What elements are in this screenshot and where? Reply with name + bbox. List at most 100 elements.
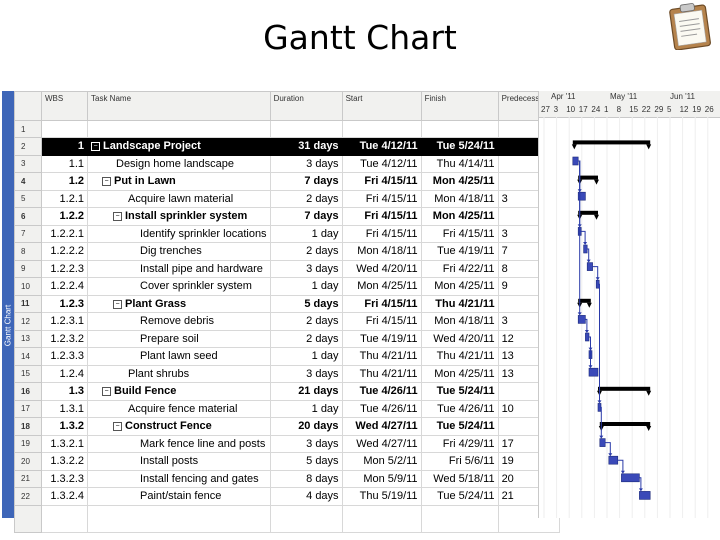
start-cell[interactable]: Fri 4/15/11 (341, 172, 422, 191)
task-name-cell[interactable]: Install pipe and hardware (87, 259, 271, 278)
table-row[interactable]: 22 1.3.2.4 Paint/stain fence 4 days Thu 5/19… (14, 487, 560, 506)
duration-cell[interactable]: 1 day (269, 224, 343, 243)
collapse-toggle-icon[interactable]: − (91, 142, 100, 152)
finish-cell[interactable]: Thu 4/21/11 (420, 347, 499, 366)
task-name-cell[interactable]: − Install sprinkler system (87, 207, 271, 226)
start-cell[interactable]: Tue 4/19/11 (341, 329, 422, 348)
wbs-cell[interactable]: 1.2.3.3 (41, 347, 88, 366)
table-row[interactable]: 2 1− Landscape Project 31 days Tue 4/12/11 Tu… (14, 137, 560, 156)
empty-cell[interactable] (341, 504, 422, 533)
finish-cell[interactable]: Mon 4/18/11 (420, 189, 499, 208)
task-name-cell[interactable]: Identify sprinkler locations (87, 224, 271, 243)
row-number-cell[interactable]: 4 (14, 172, 42, 191)
wbs-cell[interactable]: 1.3.2.2 (41, 452, 88, 471)
row-number-cell[interactable]: 16 (14, 382, 42, 401)
finish-cell[interactable]: Fri 4/22/11 (420, 259, 499, 278)
task-name-cell[interactable]: − Landscape Project (87, 137, 271, 156)
start-cell[interactable]: Mon 4/25/11 (341, 277, 422, 296)
finish-cell[interactable]: Mon 4/25/11 (420, 172, 499, 191)
start-cell[interactable]: Fri 4/15/11 (341, 207, 422, 226)
empty-cell[interactable] (269, 504, 343, 533)
task-name-cell[interactable]: Dig trenches (87, 242, 271, 261)
finish-cell[interactable]: Thu 4/14/11 (420, 154, 499, 173)
finish-cell[interactable]: Fri 4/29/11 (420, 434, 499, 453)
empty-cell[interactable] (420, 504, 499, 533)
row-number-cell[interactable]: 5 (14, 189, 42, 208)
finish-cell[interactable]: Tue 4/26/11 (420, 399, 499, 418)
task-name-cell[interactable]: Paint/stain fence (87, 487, 271, 506)
table-row[interactable]: 9 1.2.2.3 Install pipe and hardware 3 days W… (14, 259, 560, 278)
table-row[interactable]: 4 1.2− Put in Lawn 7 days Fri 4/15/11 Mon 4/2… (14, 172, 560, 191)
collapse-toggle-icon[interactable]: − (113, 299, 122, 309)
start-cell[interactable]: Mon 5/2/11 (341, 452, 422, 471)
row-number-cell[interactable]: 10 (14, 277, 42, 296)
table-row[interactable]: 13 1.2.3.2 Prepare soil 2 days Tue 4/19/11 We… (14, 329, 560, 348)
duration-cell[interactable]: 1 day (269, 399, 343, 418)
row-number-cell[interactable]: 18 (14, 417, 42, 436)
finish-cell[interactable]: Fri 5/6/11 (420, 452, 499, 471)
finish-cell[interactable]: Tue 5/24/11 (420, 417, 499, 436)
duration-cell[interactable]: 2 days (269, 242, 343, 261)
wbs-cell[interactable]: 1.3 (41, 382, 88, 401)
finish-cell[interactable]: Tue 5/24/11 (420, 137, 499, 156)
wbs-cell[interactable]: 1.2.2.2 (41, 242, 88, 261)
duration-cell[interactable]: 4 days (269, 487, 343, 506)
start-cell[interactable]: Fri 4/15/11 (341, 224, 422, 243)
table-row[interactable]: 19 1.3.2.1 Mark fence line and posts 3 days… (14, 434, 560, 453)
table-row[interactable]: 11 1.2.3− Plant Grass 5 days Fri 4/15/11 Thu … (14, 294, 560, 313)
wbs-cell[interactable]: 1.3.2.3 (41, 469, 88, 488)
table-row[interactable]: 17 1.3.1 Acquire fence material 1 day Tue 4/… (14, 399, 560, 418)
finish-cell[interactable]: Mon 4/25/11 (420, 277, 499, 296)
table-row[interactable]: 21 1.3.2.3 Install fencing and gates 8 days… (14, 469, 560, 488)
start-cell[interactable]: Mon 5/9/11 (341, 469, 422, 488)
task-name-cell[interactable]: Prepare soil (87, 329, 271, 348)
start-cell[interactable]: Wed 4/27/11 (341, 417, 422, 436)
row-number-cell[interactable]: 8 (14, 242, 42, 261)
row-number-cell[interactable]: 15 (14, 364, 42, 383)
duration-cell[interactable]: 31 days (269, 137, 343, 156)
table-row[interactable]: 20 1.3.2.2 Install posts 5 days Mon 5/2/11 Fr… (14, 452, 560, 471)
duration-cell[interactable]: 20 days (269, 417, 343, 436)
finish-cell[interactable]: Mon 4/25/11 (420, 364, 499, 383)
task-name-cell[interactable] (87, 120, 271, 138)
duration-cell[interactable] (269, 120, 343, 138)
wbs-cell[interactable]: 1.2.2.4 (41, 277, 88, 296)
table-row[interactable]: 6 1.2.2− Install sprinkler system 7 days Fri… (14, 207, 560, 226)
start-cell[interactable]: Tue 4/26/11 (341, 399, 422, 418)
row-number-cell[interactable]: 9 (14, 259, 42, 278)
row-number-cell[interactable]: 19 (14, 434, 42, 453)
wbs-cell[interactable]: 1.3.2 (41, 417, 88, 436)
finish-cell[interactable]: Mon 4/18/11 (420, 312, 499, 331)
wbs-cell[interactable]: 1.3.2.1 (41, 434, 88, 453)
finish-cell[interactable]: Fri 4/15/11 (420, 224, 499, 243)
collapse-toggle-icon[interactable]: − (102, 387, 111, 397)
duration-cell[interactable]: 5 days (269, 452, 343, 471)
row-number-cell[interactable]: 6 (14, 207, 42, 226)
table-row[interactable]: 15 1.2.4 Plant shrubs 3 days Thu 4/21/11 Mon … (14, 364, 560, 383)
header-wbs[interactable]: WBS (41, 91, 88, 121)
duration-cell[interactable]: 2 days (269, 189, 343, 208)
task-name-cell[interactable]: − Plant Grass (87, 294, 271, 313)
wbs-cell[interactable]: 1.3.1 (41, 399, 88, 418)
table-row[interactable]: 1 (14, 120, 560, 138)
task-name-cell[interactable]: − Construct Fence (87, 417, 271, 436)
table-row[interactable]: 5 1.2.1 Acquire lawn material 2 days Fri 4/1… (14, 189, 560, 208)
task-name-cell[interactable]: Cover sprinkler system (87, 277, 271, 296)
row-number-cell[interactable]: 22 (14, 487, 42, 506)
wbs-cell[interactable]: 1.2.1 (41, 189, 88, 208)
wbs-cell[interactable]: 1.2.4 (41, 364, 88, 383)
start-cell[interactable]: Fri 4/15/11 (341, 312, 422, 331)
task-name-cell[interactable]: − Build Fence (87, 382, 271, 401)
wbs-cell[interactable]: 1.2.2.1 (41, 224, 88, 243)
finish-cell[interactable]: Tue 4/19/11 (420, 242, 499, 261)
task-name-cell[interactable]: Install posts (87, 452, 271, 471)
table-row[interactable]: 14 1.2.3.3 Plant lawn seed 1 day Thu 4/21/11… (14, 347, 560, 366)
row-number-cell[interactable]: 3 (14, 154, 42, 173)
duration-cell[interactable]: 1 day (269, 277, 343, 296)
collapse-toggle-icon[interactable]: − (113, 212, 122, 222)
finish-cell[interactable] (420, 120, 499, 138)
row-number-cell[interactable]: 14 (14, 347, 42, 366)
finish-cell[interactable]: Wed 5/18/11 (420, 469, 499, 488)
duration-cell[interactable]: 7 days (269, 172, 343, 191)
finish-cell[interactable]: Mon 4/25/11 (420, 207, 499, 226)
